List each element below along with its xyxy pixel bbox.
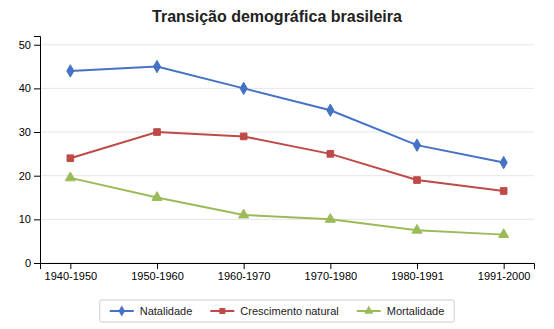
tick-label: 1980-1991 <box>391 270 444 282</box>
tick-mark <box>34 88 40 89</box>
tick-label: 30 <box>19 126 31 138</box>
marker <box>240 82 247 94</box>
marker <box>500 188 507 195</box>
tick-mark <box>417 263 418 269</box>
grid-line <box>40 175 534 176</box>
tick-label: 40 <box>19 82 31 94</box>
marker <box>499 229 509 238</box>
tick-label: 1950-1960 <box>131 270 184 282</box>
line <box>70 132 503 191</box>
tick: 40 <box>19 82 40 94</box>
marker <box>67 65 74 77</box>
tick: 50 <box>19 39 40 51</box>
tick-mark <box>244 263 245 269</box>
tick-label: 1960-1970 <box>218 270 271 282</box>
tick-label: 0 <box>25 257 31 269</box>
legend-item: Crescimento natural <box>210 305 338 317</box>
grid-line <box>40 219 534 220</box>
tick-mark <box>34 132 40 133</box>
marker <box>413 139 420 151</box>
legend-symbol <box>219 308 225 314</box>
tick-mark <box>34 45 40 46</box>
tick: 1950-1960 <box>131 263 184 282</box>
legend: Natalidade Crescimento natural Mortalidade <box>100 300 455 322</box>
tick-mark <box>330 263 331 269</box>
tick: 1960-1970 <box>218 263 271 282</box>
y-axis: 0 10 20 30 40 50 <box>19 37 41 270</box>
tick: 30 <box>19 126 40 138</box>
grid-line <box>40 88 534 89</box>
grid <box>40 45 534 263</box>
tick-label: 20 <box>19 170 31 182</box>
marker <box>240 133 247 140</box>
tick-label: 1970-1980 <box>305 270 358 282</box>
legend-symbol <box>119 305 125 316</box>
legend-item: Natalidade <box>110 305 193 317</box>
line <box>70 178 503 235</box>
marker <box>325 214 335 223</box>
marker <box>154 129 161 136</box>
tick-label: 1991-2000 <box>478 270 531 282</box>
tick: 1991-2000 <box>478 263 531 282</box>
tick: 10 <box>19 213 40 225</box>
chart: Transição demográfica brasileira 0 10 20 30 4… <box>0 0 554 329</box>
tick-mark <box>70 263 71 269</box>
x-axis: 1940-1950 1950-1960 1960-1970 1970-1980 1980… <box>41 263 535 282</box>
axis-line <box>41 264 535 270</box>
legend-item: Mortalidade <box>357 305 444 317</box>
legend-symbol <box>364 306 373 314</box>
marker <box>327 104 334 116</box>
grid-line <box>40 44 534 45</box>
tick: 1940-1950 <box>45 263 98 282</box>
marker <box>152 192 162 201</box>
marker <box>239 209 249 218</box>
legend-box <box>100 300 455 322</box>
tick-label: 50 <box>19 39 31 51</box>
tick: 1970-1980 <box>305 263 358 282</box>
series <box>65 172 508 237</box>
legend-label: Mortalidade <box>387 305 444 317</box>
marker <box>327 151 334 158</box>
legend-label: Natalidade <box>140 305 193 317</box>
grid-line <box>40 132 534 133</box>
tick-mark <box>34 263 40 264</box>
legend-label: Crescimento natural <box>240 305 338 317</box>
tick-label: 1940-1950 <box>45 270 98 282</box>
tick: 1980-1991 <box>391 263 444 282</box>
tick-mark <box>157 263 158 269</box>
marker <box>412 224 422 233</box>
tick-mark <box>504 263 505 269</box>
tick-label: 10 <box>19 213 31 225</box>
plot: 010203040501940-19501950-19601960-197019… <box>19 37 535 282</box>
marks <box>65 60 508 237</box>
marker <box>414 177 421 184</box>
marker <box>67 155 74 162</box>
tick-mark <box>34 176 40 177</box>
tick: 20 <box>19 170 40 182</box>
series <box>67 60 507 168</box>
tick-mark <box>34 219 40 220</box>
marker <box>65 172 75 181</box>
tick: 0 <box>25 257 40 269</box>
series <box>67 129 507 195</box>
line <box>70 67 503 163</box>
title: Transição demográfica brasileira <box>152 8 402 25</box>
marker <box>153 60 160 72</box>
marker <box>500 156 507 168</box>
axis-line <box>34 37 41 264</box>
